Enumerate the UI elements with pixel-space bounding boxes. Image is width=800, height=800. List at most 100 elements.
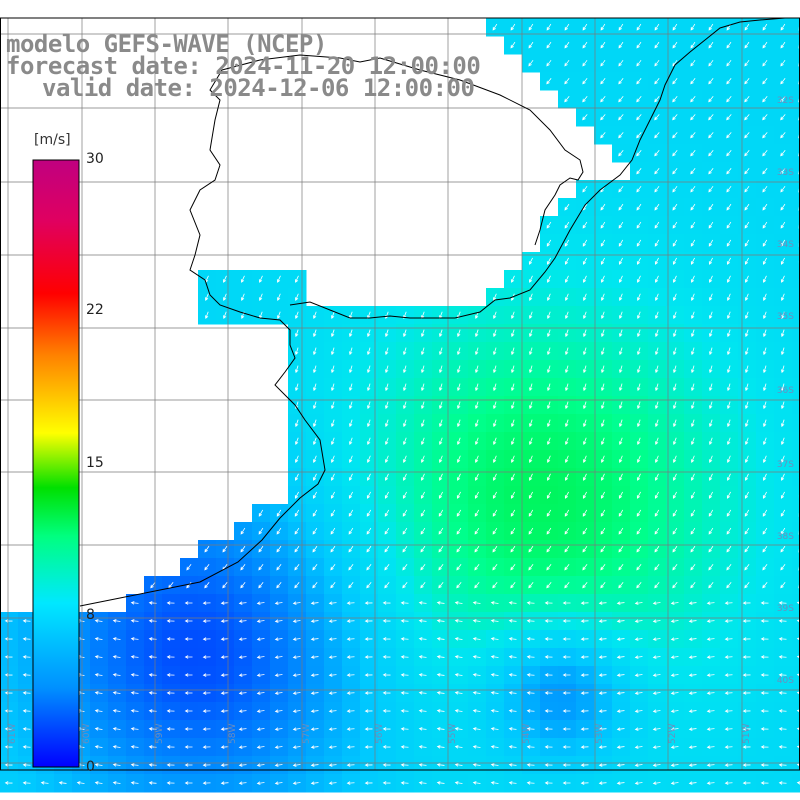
- wind-arrow: [492, 419, 497, 428]
- wind-arrow: [744, 239, 750, 247]
- wind-arrow: [708, 437, 713, 446]
- wind-arrow: [726, 239, 732, 247]
- wind-arrow: [652, 673, 661, 677]
- colorbar-unit: [m/s]: [34, 132, 71, 148]
- wind-arrow: [564, 437, 569, 446]
- wind-arrow: [636, 96, 642, 103]
- wind-arrow: [600, 59, 606, 67]
- wind-arrow: [472, 727, 481, 731]
- wind-arrow: [492, 491, 497, 499]
- wind-arrow: [22, 745, 31, 749]
- wind-arrow: [654, 239, 660, 247]
- wind-arrow: [600, 545, 606, 553]
- wind-arrow: [490, 619, 499, 623]
- wind-arrow: [526, 655, 535, 659]
- wind-arrow: [708, 491, 713, 499]
- wind-arrow: [564, 455, 569, 463]
- wind-arrow: [744, 509, 750, 517]
- wind-arrow: [528, 347, 533, 356]
- wind-arrow: [420, 527, 426, 535]
- wind-arrow: [598, 709, 607, 713]
- wind-arrow: [562, 763, 571, 767]
- wind-arrow: [240, 545, 246, 553]
- wind-arrow: [384, 383, 389, 392]
- wind-arrow: [742, 673, 751, 677]
- wind-arrow: [672, 419, 677, 428]
- lon-label: 61W: [8, 723, 18, 744]
- wind-arrow: [688, 745, 697, 749]
- wind-arrow: [348, 582, 354, 589]
- wind-arrow: [544, 673, 553, 677]
- wind-arrow: [330, 329, 335, 338]
- wind-arrow: [762, 527, 768, 535]
- wind-arrow: [780, 239, 786, 247]
- wind-arrow: [528, 437, 533, 446]
- wind-arrow: [760, 763, 769, 767]
- wind-arrow: [366, 509, 372, 517]
- wind-arrow: [688, 673, 697, 677]
- wind-arrow: [546, 347, 551, 356]
- wind-arrow: [690, 527, 696, 535]
- wind-arrow: [420, 455, 425, 463]
- wind-arrow: [490, 691, 499, 695]
- wind-arrow: [256, 637, 265, 641]
- wind-arrow: [384, 545, 390, 553]
- wind-arrow: [580, 655, 589, 659]
- wind-arrow: [474, 527, 480, 535]
- forecast-date: forecast date: 2024-11-20 12:00:00: [6, 52, 481, 80]
- wind-arrow: [274, 637, 283, 641]
- wind-arrow: [94, 619, 103, 623]
- wind-arrow: [762, 275, 767, 283]
- wind-arrow: [726, 383, 731, 392]
- wind-arrow: [672, 311, 677, 320]
- wind-speed-cell: [792, 450, 800, 469]
- wind-arrow: [330, 383, 335, 392]
- wind-arrow: [724, 763, 733, 767]
- wind-arrow: [312, 491, 317, 499]
- wind-arrow: [364, 655, 373, 659]
- wind-arrow: [364, 781, 373, 785]
- wind-arrow: [618, 365, 623, 374]
- wind-arrow: [312, 311, 317, 320]
- lon-label: 51W: [742, 723, 752, 744]
- wind-arrow: [564, 473, 569, 481]
- wind-arrow: [652, 637, 661, 641]
- wind-arrow: [312, 509, 318, 517]
- wind-arrow: [474, 419, 479, 428]
- wind-arrow: [672, 168, 678, 175]
- wind-arrow: [184, 763, 193, 767]
- wind-arrow: [330, 437, 335, 446]
- wind-arrow: [690, 563, 696, 571]
- wind-arrow: [436, 745, 445, 749]
- wind-arrow: [364, 745, 373, 749]
- wind-arrow: [636, 437, 641, 446]
- wind-arrow: [726, 437, 731, 446]
- wind-arrow: [778, 619, 787, 623]
- wind-arrow: [618, 455, 623, 463]
- wind-arrow: [636, 473, 641, 481]
- wind-arrow: [204, 293, 209, 302]
- wind-arrow: [708, 78, 714, 85]
- wind-arrow: [508, 727, 517, 731]
- wind-arrow: [384, 401, 389, 410]
- wind-arrow: [724, 673, 733, 677]
- wind-arrow: [708, 563, 714, 571]
- wind-arrow: [600, 491, 605, 499]
- wind-arrow: [670, 655, 679, 659]
- wind-speed-cell: [792, 180, 800, 199]
- wind-arrow: [708, 509, 714, 517]
- wind-arrow: [582, 491, 587, 499]
- wind-arrow: [690, 401, 695, 410]
- wind-arrow: [166, 619, 175, 623]
- wind-arrow: [672, 114, 678, 121]
- wind-arrow: [258, 275, 263, 283]
- wind-arrow: [364, 619, 373, 623]
- wind-arrow: [688, 727, 697, 731]
- wind-arrow: [600, 132, 606, 139]
- wind-arrow: [762, 96, 768, 103]
- wind-arrow: [510, 41, 516, 49]
- wind-speed-cell: [792, 756, 800, 775]
- wind-arrow: [546, 455, 551, 463]
- wind-arrow: [726, 185, 732, 193]
- wind-arrow: [166, 673, 175, 677]
